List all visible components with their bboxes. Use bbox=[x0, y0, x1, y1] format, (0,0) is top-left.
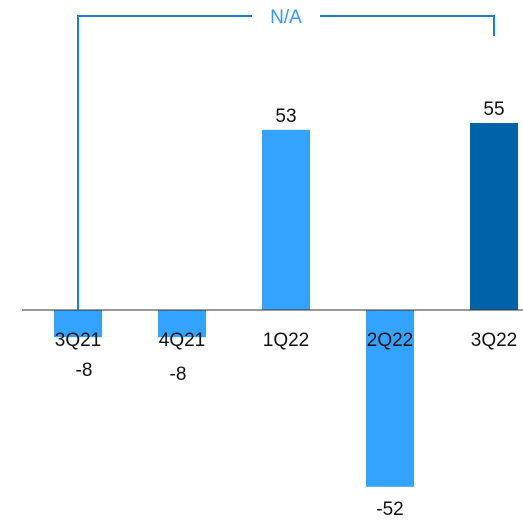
data-label-3q21: -8 bbox=[76, 360, 93, 381]
na-bracket: N/A bbox=[77, 7, 495, 310]
data-label-1q22: 53 bbox=[275, 106, 296, 127]
bracket-left-line bbox=[77, 15, 252, 310]
data-label-3q22: 55 bbox=[483, 99, 504, 120]
tick-label-4q21: 4Q21 bbox=[159, 330, 205, 351]
bar-3q22 bbox=[470, 123, 518, 310]
tick-label-2q22: 2Q22 bbox=[367, 330, 413, 351]
bars-group bbox=[54, 123, 518, 487]
bracket-right-line bbox=[320, 15, 495, 36]
bar-1q22 bbox=[262, 129, 310, 310]
data-label-2q22: -52 bbox=[376, 499, 403, 520]
bracket-label: N/A bbox=[270, 7, 302, 28]
tick-label-3q22: 3Q22 bbox=[471, 330, 517, 351]
tick-label-3q21: 3Q21 bbox=[55, 330, 101, 351]
data-label-4q21: -8 bbox=[170, 364, 187, 385]
data-labels: -8 -8 53 -52 55 bbox=[76, 99, 505, 520]
bar-3q21 bbox=[54, 310, 102, 338]
bar-4q21 bbox=[158, 310, 206, 338]
bar-2q22 bbox=[366, 310, 414, 487]
category-tick-labels: 3Q21 4Q21 1Q22 2Q22 3Q22 bbox=[55, 330, 517, 351]
tick-label-1q22: 1Q22 bbox=[263, 330, 309, 351]
